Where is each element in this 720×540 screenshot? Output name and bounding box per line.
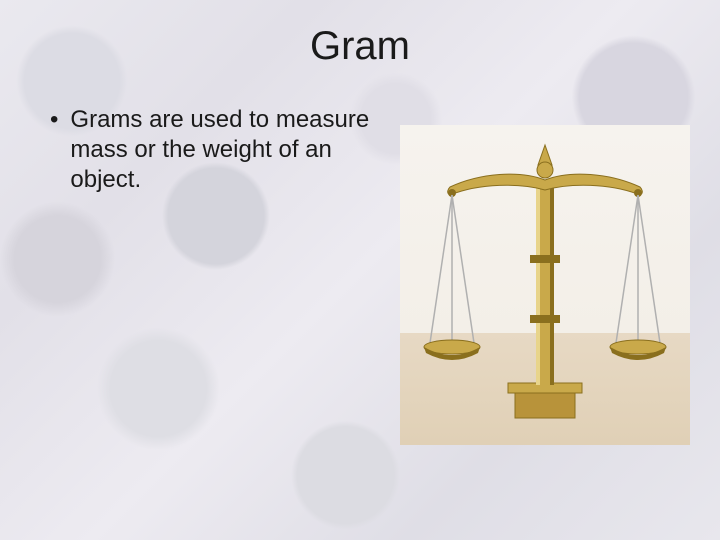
slide-content: Gram • Grams are used to measure mass or… bbox=[0, 0, 720, 540]
bullet-item: • Grams are used to measure mass or the … bbox=[50, 105, 370, 195]
slide-body: • Grams are used to measure mass or the … bbox=[40, 105, 680, 445]
bullet-marker: • bbox=[50, 105, 58, 135]
bullet-list: • Grams are used to measure mass or the … bbox=[40, 105, 370, 195]
slide-title: Gram bbox=[40, 24, 680, 69]
scale-image bbox=[400, 125, 690, 445]
balance-scale-icon bbox=[400, 125, 690, 445]
bullet-text: Grams are used to measure mass or the we… bbox=[70, 105, 370, 195]
